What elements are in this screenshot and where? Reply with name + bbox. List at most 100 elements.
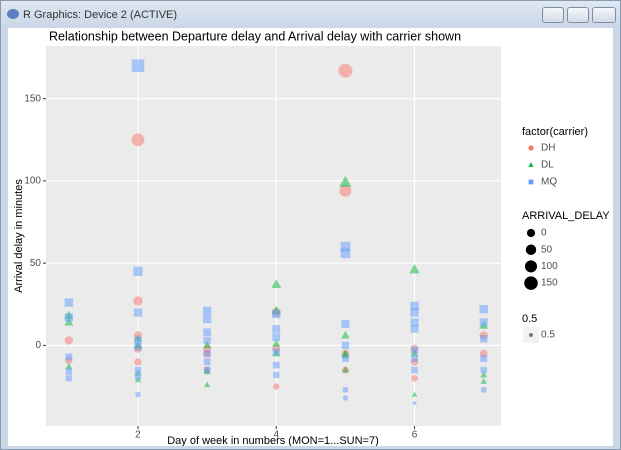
point [339, 184, 352, 197]
point [479, 335, 488, 343]
point [64, 336, 73, 345]
point [480, 371, 488, 378]
point [134, 336, 142, 345]
legend-label: 100 [541, 261, 558, 272]
point [203, 358, 211, 366]
point [273, 371, 280, 379]
legend-label: 150 [541, 278, 558, 289]
point [134, 358, 142, 366]
point [64, 313, 73, 322]
point [203, 315, 212, 324]
point [203, 366, 211, 374]
point [411, 355, 418, 362]
point [272, 361, 280, 369]
point [410, 318, 419, 327]
legend-label: MQ [541, 177, 557, 188]
legend-key [524, 260, 538, 273]
point [338, 63, 353, 78]
point [480, 366, 487, 374]
legend-key [528, 145, 534, 151]
point [272, 339, 281, 347]
point [342, 387, 349, 393]
x-tick-label: 2 [135, 430, 141, 441]
maximize-button[interactable] [567, 7, 589, 23]
point [272, 325, 281, 333]
point [202, 306, 212, 316]
point [65, 353, 73, 361]
point [203, 328, 211, 337]
legend-label: DH [541, 143, 555, 154]
point [135, 392, 141, 398]
y-tick-label: 100 [24, 176, 41, 187]
point [65, 375, 72, 382]
point [409, 264, 420, 274]
legend-label: 50 [541, 244, 553, 255]
legend-title: ARRIVAL_DELAY [522, 210, 610, 222]
y-tick-label: 150 [24, 93, 41, 104]
legend-key [528, 179, 534, 185]
point [343, 395, 348, 401]
point [341, 320, 350, 328]
point [341, 366, 349, 373]
x-axis-label: Day of week in numbers (MON=1...SUN=7) [167, 435, 379, 446]
point [273, 383, 280, 390]
point [479, 318, 488, 327]
legend-label: 0 [541, 228, 547, 239]
point [272, 310, 281, 319]
x-tick-label: 4 [273, 430, 279, 441]
point [341, 330, 350, 339]
point [65, 362, 73, 370]
point [203, 381, 211, 388]
minimize-button[interactable] [542, 7, 564, 23]
legend-key [528, 162, 534, 167]
point [481, 387, 487, 393]
point [480, 355, 488, 362]
legend-label: 0.5 [541, 330, 555, 341]
point [340, 241, 351, 252]
point [134, 343, 142, 351]
point [412, 401, 417, 405]
point [341, 341, 350, 350]
point [271, 279, 282, 289]
point [411, 366, 418, 374]
app-icon [7, 9, 19, 19]
legend-key [524, 276, 538, 290]
point [272, 333, 281, 341]
point [480, 377, 487, 384]
point [339, 175, 352, 187]
point [131, 133, 145, 147]
y-tick-label: 50 [30, 258, 42, 269]
point [134, 366, 142, 374]
legend-title: 0.5 [522, 313, 537, 325]
point [411, 391, 418, 397]
legend-key [526, 228, 536, 238]
close-button[interactable] [592, 7, 616, 23]
point [131, 59, 145, 73]
point [410, 325, 419, 333]
chart: Relationship between Departure delay and… [8, 28, 613, 446]
point [410, 308, 419, 317]
point [134, 373, 142, 380]
window-title: R Graphics: Device 2 (ACTIVE) [23, 9, 178, 21]
plot-panel [46, 46, 501, 426]
chart-title: Relationship between Departure delay and… [49, 29, 461, 43]
legend-title: factor(carrier) [522, 126, 588, 138]
point [410, 346, 419, 354]
point [479, 305, 488, 314]
point [340, 248, 351, 259]
point [341, 355, 349, 362]
legend-key [525, 244, 537, 255]
point [133, 308, 143, 317]
point [203, 336, 211, 345]
point [410, 301, 419, 311]
point [411, 374, 418, 382]
y-axis-label: Arrival delay in minutes [13, 179, 25, 293]
point [133, 266, 143, 276]
point [133, 296, 143, 306]
legend-label: DL [541, 160, 554, 171]
x-tick-label: 6 [412, 430, 418, 441]
legend-key [529, 333, 533, 337]
point [272, 348, 280, 356]
y-tick-label: 0 [35, 340, 41, 351]
